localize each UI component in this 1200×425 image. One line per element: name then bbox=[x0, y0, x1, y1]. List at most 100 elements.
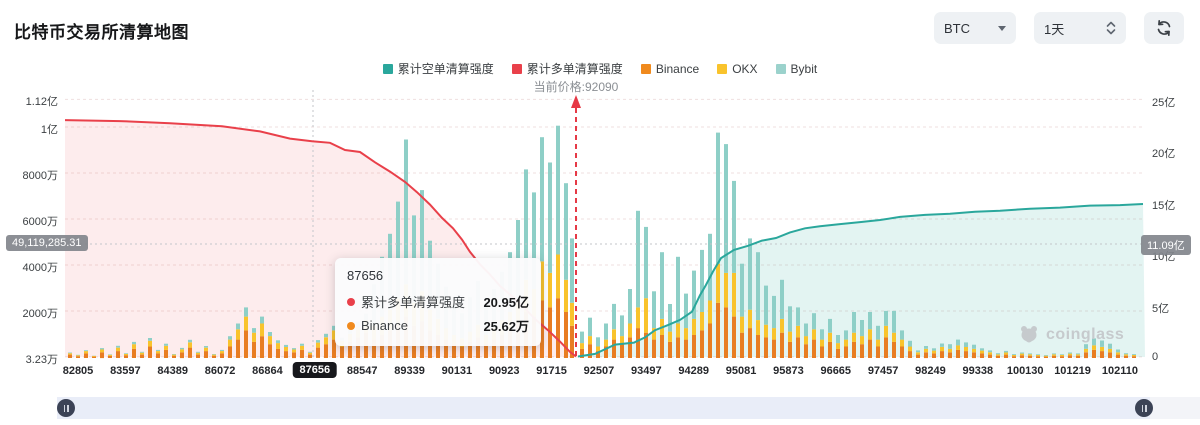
binance-bar-segment bbox=[916, 354, 920, 358]
binance-bar-segment bbox=[964, 351, 968, 358]
binance-bar-segment bbox=[660, 335, 664, 358]
cumulative-short-line bbox=[577, 203, 1144, 358]
slider-handle-left[interactable] bbox=[57, 399, 75, 417]
x-axis-label: 84389 bbox=[157, 365, 189, 377]
bybit-bar-segment bbox=[540, 137, 544, 262]
x-axis-label: 83597 bbox=[110, 365, 141, 377]
legend-label: Binance bbox=[655, 61, 700, 76]
liquidation-chart[interactable]: 累计空单清算强度 累计多单清算强度 Binance OKX Bybit 当前价格:920… bbox=[0, 52, 1200, 392]
tooltip-row: 累计多单清算强度 20.95亿 bbox=[347, 292, 529, 311]
legend-item[interactable]: 累计多单清算强度 bbox=[511, 60, 623, 77]
binance-bar-segment bbox=[636, 328, 640, 358]
bybit-bar-segment bbox=[132, 341, 136, 345]
binance-bar-segment bbox=[476, 337, 480, 358]
binance-bar-segment bbox=[308, 354, 312, 358]
x-axis-label: 91715 bbox=[536, 365, 567, 377]
binance-bar-segment bbox=[180, 352, 184, 359]
binance-bar-segment bbox=[988, 354, 992, 358]
slider-handle-right[interactable] bbox=[1135, 399, 1153, 417]
bybit-bar-segment bbox=[548, 162, 552, 273]
bybit-bar-segment bbox=[588, 317, 592, 337]
bybit-bar-segment bbox=[212, 354, 216, 355]
binance-bar-segment bbox=[692, 335, 696, 358]
x-axis-label: 94289 bbox=[678, 365, 709, 377]
binance-bar-segment bbox=[452, 344, 456, 358]
okx-bar-segment bbox=[620, 336, 624, 345]
bybit-bar-segment bbox=[796, 307, 800, 326]
left-axis-tick: 1亿 bbox=[40, 124, 58, 136]
okx-bar-segment bbox=[964, 347, 968, 352]
binance-bar-segment bbox=[1012, 356, 1016, 358]
x-axis-label: 90131 bbox=[441, 365, 473, 377]
binance-bar-segment bbox=[140, 354, 144, 358]
x-axis-label: 92507 bbox=[583, 365, 615, 377]
okx-bar-segment bbox=[924, 348, 928, 353]
bybit-bar-segment bbox=[300, 343, 304, 346]
legend-item[interactable]: Binance bbox=[640, 60, 700, 77]
okx-bar-segment bbox=[868, 329, 872, 340]
okx-bar-segment bbox=[220, 351, 224, 354]
okx-bar-segment bbox=[292, 349, 296, 353]
bybit-bar-segment bbox=[900, 330, 904, 340]
binance-bar-segment bbox=[124, 355, 128, 358]
okx-bar-segment bbox=[1052, 354, 1056, 356]
interval-select[interactable]: 1天 bbox=[1034, 12, 1126, 44]
okx-bar-segment bbox=[844, 339, 848, 347]
okx-bar-segment bbox=[980, 350, 984, 354]
okx-bar-segment bbox=[236, 329, 240, 340]
coinglass-logo-icon bbox=[1021, 326, 1037, 343]
binance-bar-segment bbox=[348, 341, 352, 358]
bybit-bar-segment bbox=[988, 350, 992, 353]
binance-bar-segment bbox=[668, 341, 672, 358]
binance-bar-segment bbox=[748, 328, 752, 358]
slider-track[interactable] bbox=[57, 397, 1200, 419]
binance-bar-segment bbox=[676, 337, 680, 358]
binance-bar-segment bbox=[948, 352, 952, 359]
okx-bar-segment bbox=[1004, 352, 1008, 355]
binance-bar-segment bbox=[204, 351, 208, 358]
legend-item[interactable]: Bybit bbox=[775, 60, 817, 77]
x-axis-label: 95873 bbox=[773, 365, 804, 377]
okx-bar-segment bbox=[956, 345, 960, 350]
binance-bar-segment bbox=[820, 346, 824, 358]
binance-bar-segment bbox=[628, 337, 632, 358]
bybit-bar-segment bbox=[692, 270, 696, 319]
left-axis-tick: 4000万 bbox=[22, 262, 58, 274]
binance-bar-segment bbox=[540, 300, 544, 358]
okx-bar-segment bbox=[1124, 354, 1128, 356]
okx-bar-segment bbox=[196, 352, 200, 355]
toolbar: BTC 1天 bbox=[934, 12, 1184, 44]
bybit-bar-segment bbox=[108, 354, 112, 355]
binance-bar-segment bbox=[1132, 356, 1136, 358]
bybit-bar-segment bbox=[916, 350, 920, 353]
binance-bar-segment bbox=[276, 348, 280, 358]
okx-bar-segment bbox=[548, 272, 552, 308]
handle-grip-icon bbox=[1145, 404, 1147, 412]
bybit-bar-segment bbox=[156, 349, 160, 351]
bybit-bar-segment bbox=[1044, 355, 1048, 356]
bybit-bar-segment bbox=[652, 291, 656, 329]
binance-bar-segment bbox=[644, 332, 648, 358]
refresh-icon bbox=[1157, 19, 1171, 37]
bybit-bar-segment bbox=[570, 238, 574, 303]
okx-bar-segment bbox=[1100, 347, 1104, 352]
okx-bar-segment bbox=[156, 351, 160, 354]
bybit-bar-segment bbox=[932, 348, 936, 351]
legend-item[interactable]: OKX bbox=[717, 60, 758, 77]
plot-canvas[interactable] bbox=[64, 90, 1145, 359]
binance-bar-segment bbox=[1068, 355, 1072, 358]
bybit-bar-segment bbox=[1108, 343, 1112, 349]
interval-select-value: 1天 bbox=[1044, 21, 1065, 37]
binance-bar-segment bbox=[372, 339, 376, 358]
binance-bar-segment bbox=[860, 344, 864, 358]
refresh-button[interactable] bbox=[1144, 12, 1184, 44]
okx-bar-segment bbox=[260, 323, 264, 337]
legend-item[interactable]: 累计空单清算强度 bbox=[382, 60, 494, 77]
okx-bar-segment bbox=[900, 339, 904, 347]
bybit-bar-segment bbox=[844, 330, 848, 340]
left-axis-crosshair-badge: 49,119,285.31 bbox=[6, 235, 88, 251]
symbol-select[interactable]: BTC bbox=[934, 12, 1016, 44]
bybit-bar-segment bbox=[1020, 352, 1024, 354]
okx-bar-segment bbox=[876, 339, 880, 347]
right-axis-tick: 20亿 bbox=[1152, 148, 1176, 160]
